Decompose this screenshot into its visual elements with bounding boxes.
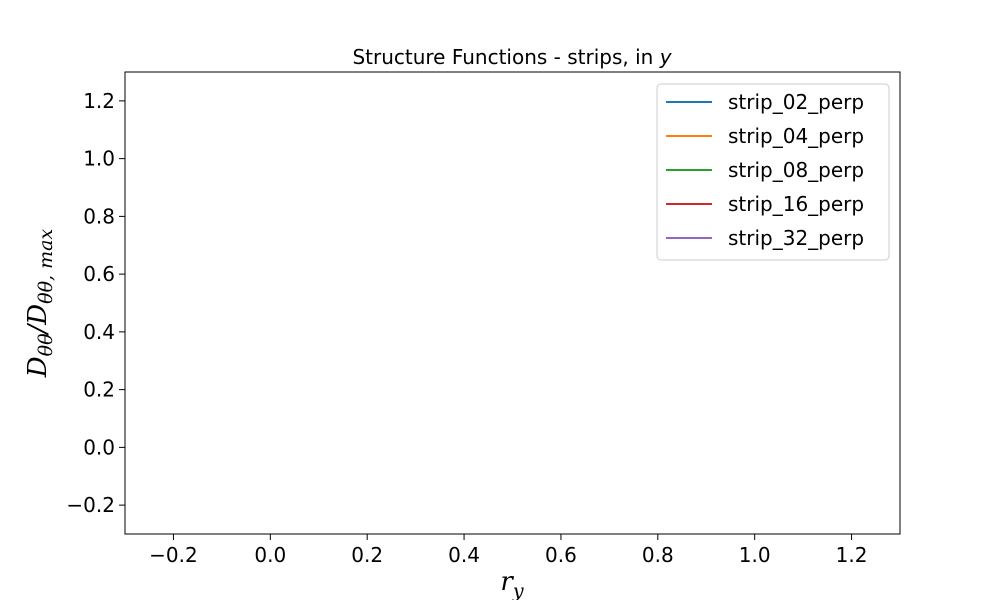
x-axis-ticks: −0.2 0.0 0.2 0.4 0.6 0.8 1.0 1.2 <box>149 534 867 567</box>
y-tick-label: 0.0 <box>83 435 115 459</box>
legend-label: strip_08_perp <box>728 158 864 182</box>
y-tick-label: 1.2 <box>83 89 115 113</box>
y-tick-label: 0.8 <box>83 204 115 228</box>
y-axis-label-denominator: D <box>23 304 53 326</box>
y-axis-label-numerator-subscript: θθ <box>35 333 57 356</box>
y-axis-label-slash: / <box>23 322 53 336</box>
x-tick-label: 0.4 <box>448 543 480 567</box>
chart-title-text: Structure Functions - strips, in <box>352 45 653 69</box>
y-tick-label: 0.4 <box>83 320 115 344</box>
legend-box <box>656 83 890 261</box>
y-axis-ticks: −0.2 0.0 0.2 0.4 0.6 0.8 1.0 1.2 <box>66 89 125 517</box>
x-axis-label-subscript: y <box>512 580 524 600</box>
x-tick-label: 0.0 <box>254 543 286 567</box>
x-tick-label: 1.0 <box>739 543 771 567</box>
y-tick-label: −0.2 <box>66 493 115 517</box>
legend: strip_02_perp strip_04_perp strip_08_perps… <box>656 83 890 261</box>
y-tick-label: 1.0 <box>83 147 115 171</box>
legend-label: strip_16_perp <box>728 192 864 216</box>
x-tick-label: 0.2 <box>351 543 383 567</box>
legend-entries: strip_02_perp strip_04_perp strip_08_perps… <box>666 90 864 250</box>
legend-label: strip_04_perp <box>728 124 864 148</box>
x-tick-label: −0.2 <box>149 543 198 567</box>
y-axis-label: Dθθ/Dθθ, max <box>23 229 57 379</box>
y-tick-label: 0.6 <box>83 262 115 286</box>
x-axis-label-base: r <box>500 567 514 597</box>
x-tick-label: 1.2 <box>836 543 868 567</box>
y-axis-label-numerator: D <box>23 356 53 378</box>
x-axis-label: ry <box>500 567 523 600</box>
y-tick-label: 0.2 <box>83 378 115 402</box>
legend-label: strip_32_perp <box>728 226 864 250</box>
x-tick-label: 0.8 <box>642 543 674 567</box>
chart-title: Structure Functions - strips, in y <box>352 45 672 69</box>
legend-label: strip_02_perp <box>728 90 864 114</box>
y-axis-label-denominator-subscript: θθ, max <box>35 229 57 304</box>
x-tick-label: 0.6 <box>545 543 577 567</box>
chart-title-variable: y <box>659 45 673 69</box>
